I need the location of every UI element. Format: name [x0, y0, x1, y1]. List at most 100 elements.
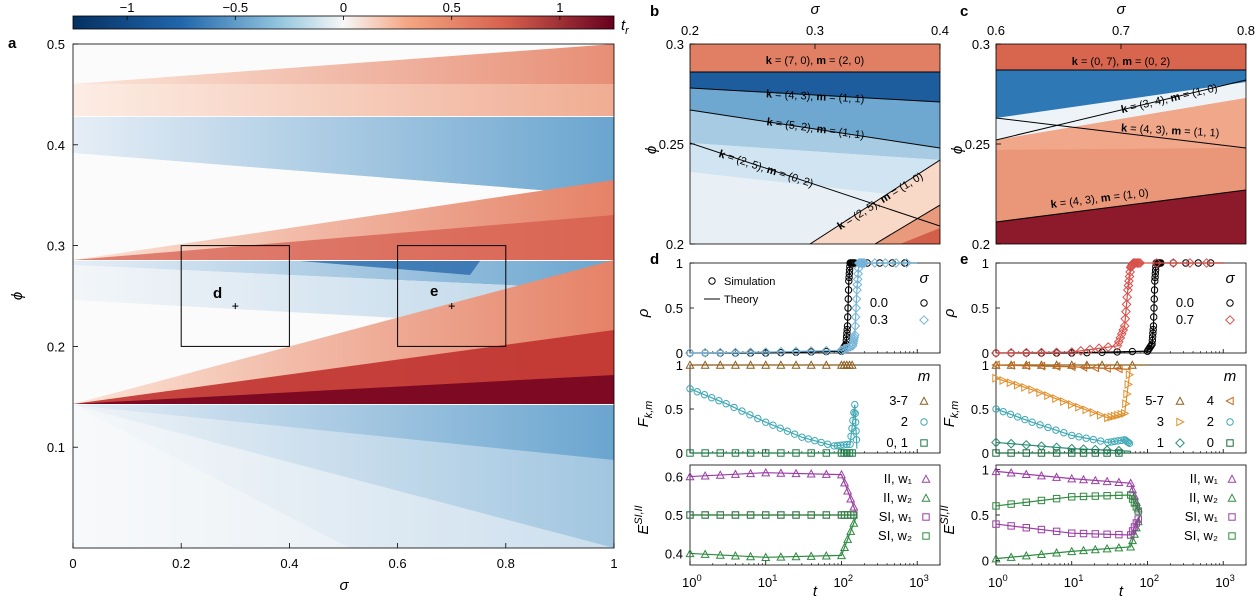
- data-marker: [1079, 449, 1088, 457]
- subplot-2: 0.4 0.5 0.6 100 101 102 103 ESI,II II, w₁ II, w₂ S…: [633, 464, 941, 590]
- data-marker: [1052, 394, 1061, 404]
- y-tick-label: 0: [982, 446, 989, 461]
- legend-marker: [919, 315, 929, 325]
- data-marker: [992, 405, 1000, 413]
- panel-letter-c: c: [960, 3, 968, 20]
- data-marker: [745, 347, 756, 358]
- legend-marker: [922, 513, 930, 521]
- data-marker: [715, 360, 725, 369]
- data-marker: [1036, 388, 1045, 398]
- data-marker: [1125, 267, 1136, 277]
- legend-title: σ: [919, 270, 929, 287]
- data-marker: [842, 336, 851, 345]
- data-marker: [1133, 258, 1144, 268]
- boundary-lines-c: [996, 69, 1246, 223]
- panel-letter-e: e: [960, 251, 968, 268]
- zoom-box-b: [180, 245, 290, 347]
- y-tick-label: 0.3: [666, 37, 684, 52]
- data-marker: [1149, 329, 1157, 337]
- legend-text: 0.3: [870, 312, 888, 327]
- series-markers: [685, 518, 859, 562]
- y-tick-label: 0.2: [666, 237, 684, 252]
- series-markers: [992, 515, 1142, 539]
- data-marker: [1124, 379, 1134, 389]
- panel-a: a b c −1−0.500.51: [8, 0, 629, 594]
- data-marker: [806, 551, 816, 560]
- legend-text: 0: [1207, 435, 1214, 450]
- data-marker: [1122, 285, 1133, 295]
- data-marker: [686, 385, 694, 393]
- data-marker: [822, 449, 831, 457]
- data-marker: [821, 345, 832, 356]
- legend-marker: [1226, 418, 1234, 426]
- data-marker: [1130, 523, 1139, 531]
- data-marker: [716, 449, 724, 457]
- colorbar-tick-label: 0.5: [443, 0, 461, 15]
- y-axis-label: Fk,m: [941, 401, 961, 428]
- data-marker: [1051, 347, 1062, 358]
- colorbar-tick-label: −1: [120, 0, 135, 15]
- data-marker: [722, 400, 730, 408]
- region-annotation: k = (4, 3), m = (1, 0): [1050, 187, 1149, 211]
- legend-marker: [1176, 417, 1185, 427]
- data-marker: [844, 295, 852, 303]
- data-marker: [838, 344, 849, 355]
- x-axis-label-a: σ: [339, 577, 349, 594]
- data-marker: [1150, 295, 1158, 303]
- data-marker: [1013, 413, 1022, 421]
- data-marker: [1022, 498, 1030, 506]
- data-marker: [1051, 442, 1062, 453]
- data-marker: [700, 347, 711, 358]
- data-marker: [1128, 347, 1137, 356]
- data-marker: [1135, 258, 1146, 268]
- data-marker: [821, 360, 831, 369]
- data-marker: [1148, 333, 1157, 341]
- x-axis-label-b: σ: [810, 1, 820, 18]
- data-marker: [1060, 429, 1068, 437]
- y-tick-label: 0: [676, 446, 683, 461]
- data-marker: [731, 511, 740, 519]
- marked-points: [232, 303, 455, 310]
- data-marker: [700, 549, 710, 558]
- y-tick-label: 0.5: [665, 301, 683, 316]
- data-marker: [1103, 342, 1114, 352]
- data-marker: [1036, 421, 1044, 429]
- panel-c: c k = (0, 7), m = (0, 2)k = (3, 4), m = …: [949, 1, 1255, 252]
- point-label-d: d: [213, 285, 222, 302]
- data-marker: [849, 502, 859, 511]
- data-marker: [1132, 258, 1143, 268]
- legend-marker: [1175, 396, 1185, 405]
- data-marker: [1114, 477, 1124, 486]
- data-marker: [1067, 546, 1077, 556]
- data-marker: [1102, 363, 1111, 373]
- data-marker: [845, 277, 853, 285]
- y-axis-label: ESI,II: [939, 505, 958, 534]
- data-marker: [1103, 530, 1111, 538]
- y-ticks-b: 0.2 0.25 0.3: [659, 37, 695, 252]
- y-tick-label: 0.6: [665, 470, 683, 485]
- y-tick-label: 0.3: [47, 239, 65, 254]
- data-marker: [1131, 258, 1141, 268]
- y-tick-label: 0.25: [965, 137, 990, 152]
- panel-letter-b: b: [650, 3, 659, 20]
- legend-text: 2: [901, 414, 908, 429]
- x-axis-label: t: [813, 583, 818, 600]
- y-tick-label: 0.5: [665, 508, 683, 523]
- data-marker: [1148, 336, 1157, 345]
- data-marker: [1090, 475, 1100, 485]
- data-marker: [1052, 472, 1062, 481]
- data-marker: [730, 360, 740, 369]
- data-marker: [1123, 280, 1134, 291]
- legend-text: 5-7: [1145, 393, 1164, 408]
- data-marker: [746, 411, 754, 419]
- x-tick-label: 0.7: [1112, 23, 1130, 38]
- data-marker: [1052, 494, 1061, 503]
- data-marker: [1068, 449, 1076, 457]
- data-marker: [1068, 431, 1076, 440]
- data-marker: [852, 427, 860, 435]
- data-marker: [855, 258, 865, 268]
- data-marker: [1130, 499, 1139, 507]
- data-marker: [746, 511, 755, 519]
